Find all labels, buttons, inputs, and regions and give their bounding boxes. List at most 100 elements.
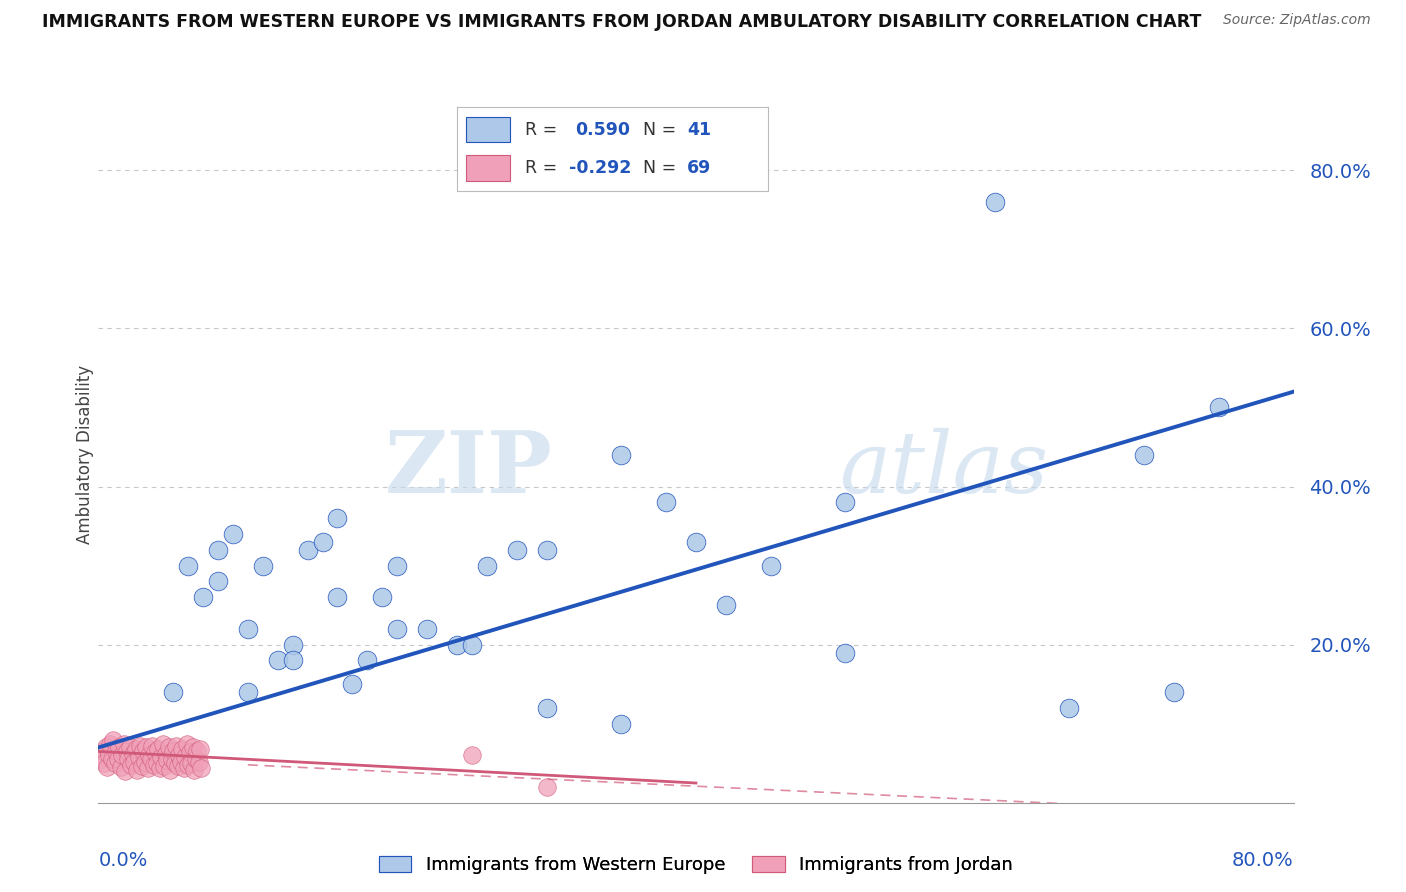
Y-axis label: Ambulatory Disability: Ambulatory Disability <box>76 366 94 544</box>
Point <box>181 740 204 755</box>
Point <box>143 745 166 759</box>
Point <box>177 757 200 772</box>
Point <box>135 740 157 755</box>
Point <box>180 756 202 771</box>
Point <box>326 511 349 525</box>
Point <box>267 653 290 667</box>
Point <box>129 739 152 753</box>
Point <box>125 742 148 756</box>
Point <box>101 752 124 766</box>
Point <box>759 558 782 573</box>
Text: R =: R = <box>526 120 558 138</box>
Point <box>461 638 484 652</box>
Point <box>124 755 146 769</box>
Point <box>174 750 197 764</box>
Point <box>97 748 120 763</box>
Point <box>385 622 409 636</box>
Point <box>1163 685 1185 699</box>
Point <box>655 495 678 509</box>
Point <box>111 748 134 763</box>
Point <box>834 646 856 660</box>
Point <box>132 744 155 758</box>
Point <box>834 495 856 509</box>
Point <box>536 701 558 715</box>
Point <box>94 740 117 755</box>
Point <box>184 751 207 765</box>
Point <box>139 751 162 765</box>
Text: 41: 41 <box>688 120 711 138</box>
Text: Source: ZipAtlas.com: Source: ZipAtlas.com <box>1223 13 1371 28</box>
Point <box>114 764 136 779</box>
Text: IMMIGRANTS FROM WESTERN EUROPE VS IMMIGRANTS FROM JORDAN AMBULATORY DISABILITY C: IMMIGRANTS FROM WESTERN EUROPE VS IMMIGR… <box>42 13 1202 31</box>
Point <box>685 534 707 549</box>
Point <box>187 755 209 769</box>
Point <box>156 753 179 767</box>
Point <box>108 740 131 755</box>
Point <box>165 739 187 753</box>
Point <box>163 756 186 771</box>
Point <box>166 759 188 773</box>
Point <box>281 653 304 667</box>
Point <box>131 759 153 773</box>
Point <box>127 763 149 777</box>
Point <box>176 737 198 751</box>
Point <box>152 737 174 751</box>
Point <box>371 591 394 605</box>
Point <box>311 534 333 549</box>
Point <box>188 742 211 756</box>
Point <box>112 737 135 751</box>
Point <box>356 653 378 667</box>
FancyBboxPatch shape <box>467 155 510 180</box>
Point <box>167 748 190 763</box>
Point <box>446 638 468 652</box>
FancyBboxPatch shape <box>467 117 510 142</box>
Point <box>91 744 114 758</box>
Text: -0.292: -0.292 <box>569 159 631 177</box>
Point <box>159 763 181 777</box>
Text: N =: N = <box>644 159 676 177</box>
Point <box>610 448 633 462</box>
Point <box>155 747 177 761</box>
Point <box>297 542 319 557</box>
Point <box>183 763 205 777</box>
Point <box>236 622 259 636</box>
Point <box>98 737 122 751</box>
Point <box>128 750 150 764</box>
Point <box>190 761 212 775</box>
Point <box>103 732 125 747</box>
Point <box>186 744 208 758</box>
Point <box>714 598 737 612</box>
Point <box>115 744 138 758</box>
Point <box>153 759 176 773</box>
Text: 0.590: 0.590 <box>575 120 630 138</box>
Text: N =: N = <box>644 120 676 138</box>
Point <box>191 591 214 605</box>
Point <box>145 756 167 771</box>
Point <box>107 752 129 766</box>
Point <box>162 685 184 699</box>
Point <box>173 761 195 775</box>
Point <box>983 194 1005 209</box>
Point <box>93 756 115 771</box>
Point <box>1208 401 1230 415</box>
Text: 80.0%: 80.0% <box>1232 851 1294 870</box>
Point <box>326 591 349 605</box>
Point <box>610 716 633 731</box>
Point <box>1133 448 1156 462</box>
Point <box>96 760 118 774</box>
Point <box>461 748 484 763</box>
Point <box>157 740 180 755</box>
Point <box>141 739 163 753</box>
Text: 0.0%: 0.0% <box>98 851 148 870</box>
Legend: Immigrants from Western Europe, Immigrants from Jordan: Immigrants from Western Europe, Immigran… <box>378 855 1014 874</box>
Point <box>222 527 245 541</box>
Point <box>207 574 229 589</box>
Text: atlas: atlas <box>839 427 1049 510</box>
Point <box>134 755 156 769</box>
Point <box>117 752 139 766</box>
Point <box>385 558 409 573</box>
Point <box>342 677 364 691</box>
Point <box>172 742 194 756</box>
Point <box>110 760 132 774</box>
Point <box>136 761 159 775</box>
